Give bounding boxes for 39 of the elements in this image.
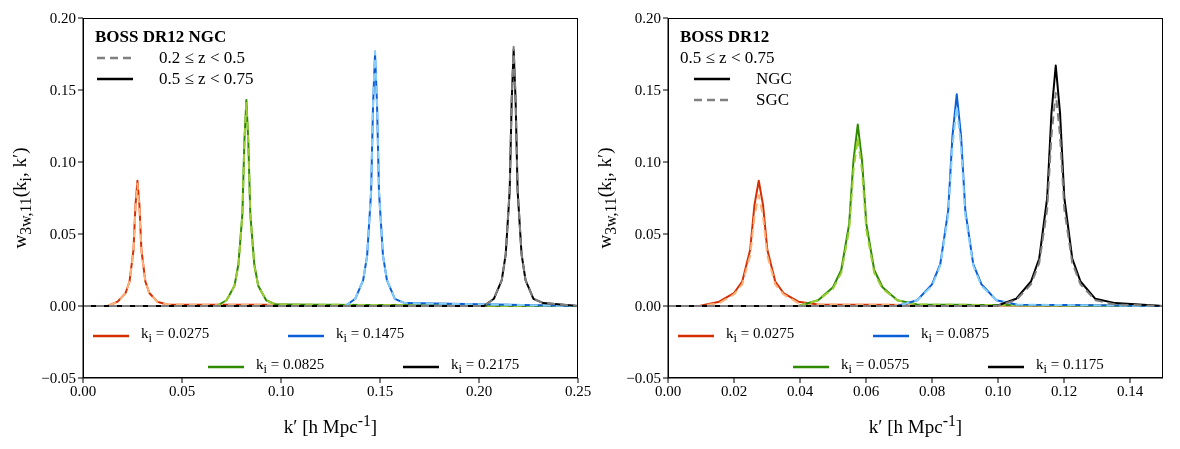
- y-tick-label: 0.10: [49, 154, 76, 171]
- x-tick-label: 0.06: [852, 382, 880, 399]
- y-tick-label: 0.20: [634, 10, 661, 27]
- y-tick-label: 0.00: [49, 298, 76, 315]
- x-axis-title: k′ [h Mpc$^{-1}$]: [868, 412, 963, 438]
- x-tick-label: 0.05: [168, 382, 196, 399]
- x-tick-label: 0.10: [984, 382, 1012, 399]
- y-tick-label: 0.05: [634, 226, 661, 243]
- x-tick-label: 0.14: [1116, 382, 1144, 399]
- legend-label: k$_{i}$ = 0.0875: [921, 324, 990, 347]
- annotation: 0.5 ≤ z < 0.75: [680, 48, 775, 67]
- x-tick-label: 0.15: [366, 382, 394, 399]
- legend-label: SGC: [756, 89, 790, 110]
- x-tick-label: 0.12: [1050, 382, 1078, 399]
- legend-label: k$_{i}$ = 0.1175: [1036, 355, 1104, 378]
- x-tick-label: 0.04: [786, 382, 814, 399]
- y-tick-label: 0.05: [49, 226, 76, 243]
- y-tick-label: 0.15: [49, 82, 76, 99]
- y-tick-label: 0.15: [634, 82, 661, 99]
- legend-label: k$_{i}$ = 0.0275: [726, 324, 795, 347]
- x-axis-title: k′ [h Mpc$^{-1}$]: [283, 412, 378, 438]
- legend-label: k$_{i}$ = 0.0825: [256, 355, 325, 378]
- x-tick-label: 0.08: [918, 382, 946, 399]
- legend-label: k$_{i}$ = 0.0275: [141, 324, 210, 347]
- legend-title: BOSS DR12: [680, 27, 770, 46]
- x-tick-label: 0.10: [267, 382, 295, 399]
- x-tick-label: 0.25: [564, 382, 592, 399]
- legend-title: BOSS DR12 NGC: [95, 27, 227, 46]
- legend-label: 0.2 ≤ z < 0.5: [159, 47, 245, 68]
- x-tick-label: 0.02: [720, 382, 748, 399]
- y-tick-label: 0.00: [634, 298, 661, 315]
- legend-label: 0.5 ≤ z < 0.75: [159, 68, 254, 89]
- x-tick-label: 0.20: [465, 382, 493, 399]
- legend-label: k$_{i}$ = 0.1475: [336, 324, 405, 347]
- legend-label: k$_{i}$ = 0.0575: [841, 355, 910, 378]
- legend-label: k$_{i}$ = 0.2175: [451, 355, 520, 378]
- y-tick-label: 0.20: [49, 10, 76, 27]
- y-tick-label: 0.10: [634, 154, 661, 171]
- legend-label: NGC: [756, 68, 792, 89]
